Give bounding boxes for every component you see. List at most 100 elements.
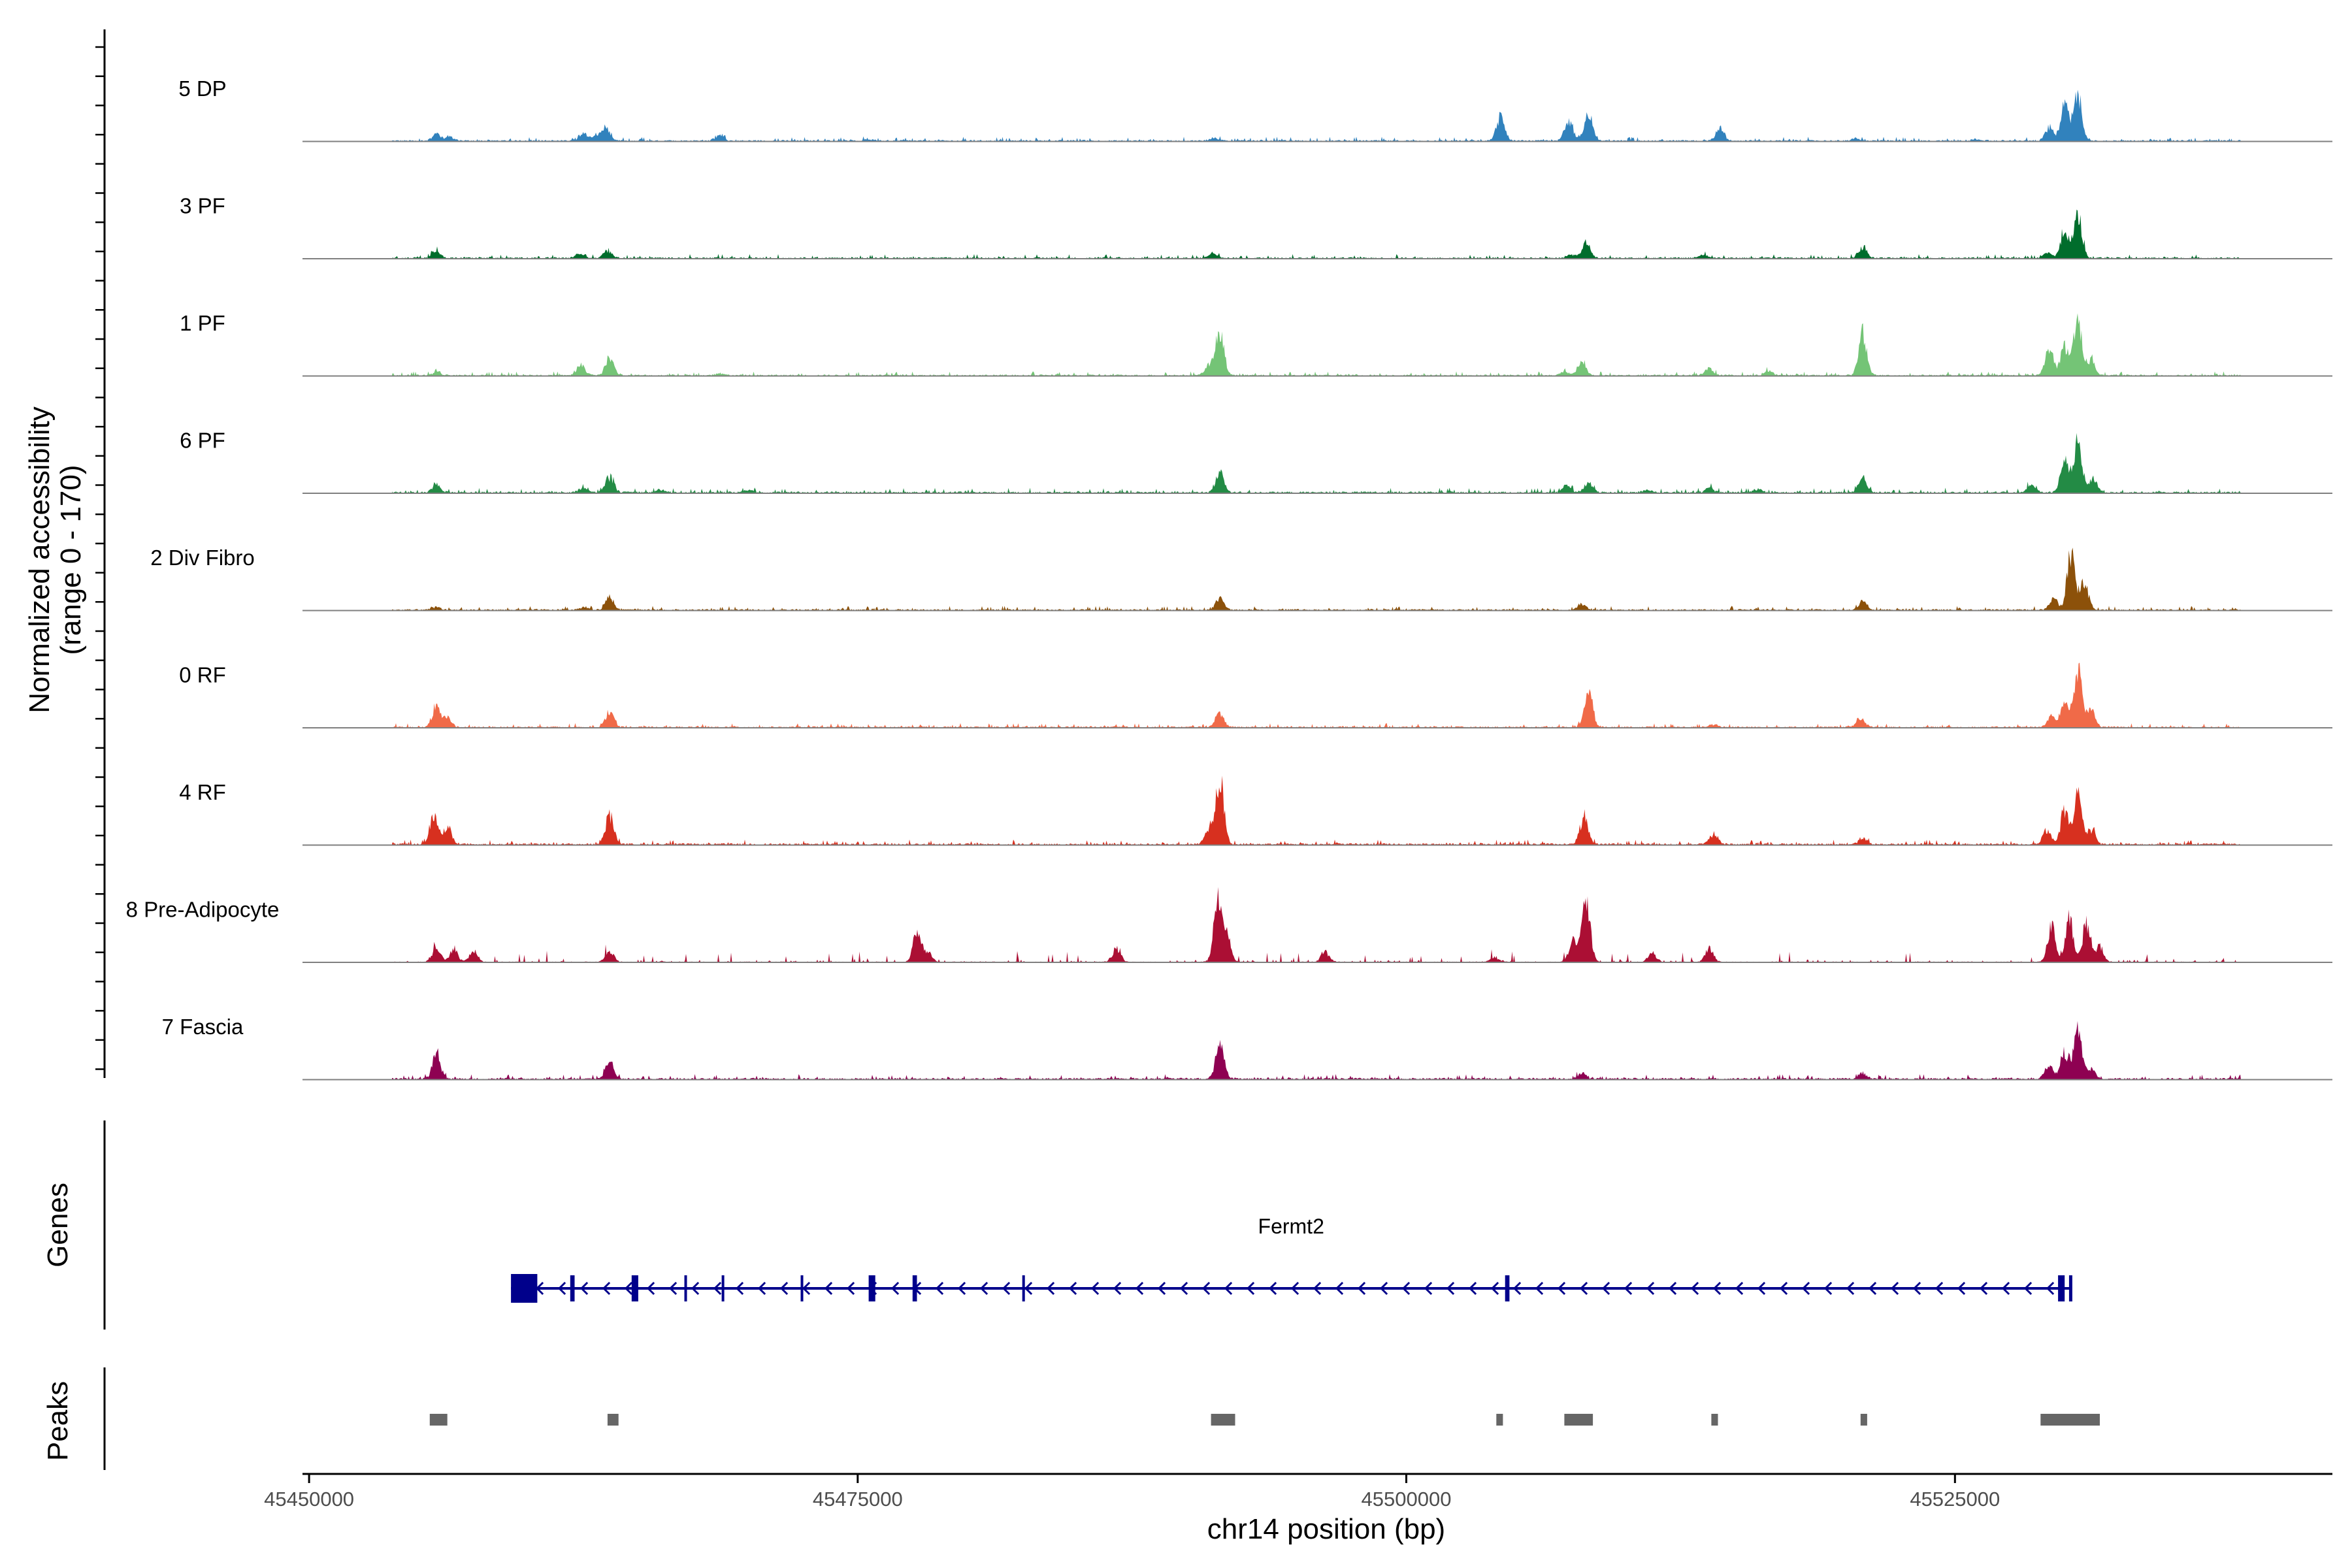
strand-arrow [668,1281,678,1296]
strand-arrow [713,1281,722,1296]
strand-arrow [1090,1281,1100,1296]
strand-arrow [1268,1281,1277,1296]
strand-arrow [1046,1281,1055,1296]
x-tick-label: 45500000 [1362,1488,1452,1511]
peak-region [607,1414,619,1426]
strand-arrow [1179,1281,1188,1296]
strand-arrow [1846,1281,1855,1296]
strand-arrow [1624,1281,1633,1296]
strand-arrow [624,1281,633,1296]
strand-arrow [1246,1281,1255,1296]
strand-arrow [1512,1281,1522,1296]
peaks-panel-title: Peaks [42,1381,74,1461]
gene-name: Fermt2 [1258,1215,1324,1238]
peak-region [2040,1414,2100,1426]
strand-arrow [1224,1281,1233,1296]
strand-arrow [1157,1281,1166,1296]
strand-arrow [1490,1281,1499,1296]
coverage-area [392,313,2241,376]
strand-arrow [1557,1281,1566,1296]
track-label: 5 DP [178,76,226,101]
gene-panel: Genes Fermt2 [42,1120,2072,1330]
x-tick-label: 45475000 [813,1488,903,1511]
gene-exon [2068,1275,2072,1301]
peak-region [1496,1414,1503,1426]
strand-arrow [1823,1281,1833,1296]
strand-arrow [1890,1281,1899,1296]
strand-arrow [890,1281,900,1296]
strand-arrow [1335,1281,1344,1296]
strand-arrow [691,1281,700,1296]
strand-arrow [1446,1281,1455,1296]
x-tick-label: 45450000 [264,1488,354,1511]
y-axis [95,29,106,1078]
strand-arrow [1735,1281,1744,1296]
y-axis-title: Normalized accessibility [24,406,56,713]
strand-arrow [779,1281,789,1296]
strand-arrow [1357,1281,1366,1296]
coverage-area [392,547,2241,611]
strand-arrow [735,1281,744,1296]
strand-arrow [1290,1281,1299,1296]
strand-arrow [1801,1281,1810,1296]
y-axis-range: (range 0 - 170) [55,465,87,655]
peak-region [1860,1414,1867,1426]
strand-arrow [1201,1281,1211,1296]
track-2: 1 PF [180,311,2332,377]
gene-exon [1505,1275,1510,1301]
strand-arrow [1024,1281,1033,1296]
coverage-area [392,90,2241,142]
gene-exon [868,1275,875,1301]
strand-arrow [1468,1281,1477,1296]
strand-arrow [1068,1281,1077,1296]
strand-arrow [1002,1281,1011,1296]
strand-arrow [602,1281,611,1296]
strand-arrow [557,1281,566,1296]
strand-arrow [1379,1281,1388,1296]
gene-exon [912,1275,917,1301]
track-label: 4 RF [179,780,226,804]
strand-arrow [2023,1281,2033,1296]
strand-arrow [1313,1281,1322,1296]
strand-arrow [1401,1281,1411,1296]
gene-exon [1022,1275,1025,1301]
x-tick-label: 45525000 [1910,1488,2000,1511]
strand-arrow [580,1281,589,1296]
strand-arrow [1135,1281,1144,1296]
strand-arrow [757,1281,766,1296]
track-1: 3 PF [180,194,2332,259]
track-7: 8 Pre-Adipocyte [126,887,2332,963]
coverage-area [392,209,2241,259]
gene-exon [800,1275,804,1301]
track-label: 8 Pre-Adipocyte [126,898,280,922]
gene-exon [570,1275,575,1301]
coverage-tracks: 5 DP 3 PF 1 PF 6 PF 2 Div Fibro 0 RF 4 RF 8 Pre… [126,76,2332,1081]
strand-arrow [1868,1281,1877,1296]
strand-arrow [1690,1281,1699,1296]
track-label: 1 PF [180,311,225,335]
strand-arrow [1979,1281,1988,1296]
track-4: 2 Div Fibro [150,546,2332,612]
track-label: 0 RF [179,663,226,687]
track-label: 7 Fascia [162,1015,244,1039]
track-0: 5 DP [178,76,2332,142]
x-axis-title: chr14 position (bp) [1207,1513,1445,1545]
strand-arrow [646,1281,655,1296]
coverage-area [392,662,2241,728]
coverage-area [392,1021,2241,1080]
peak-region [1711,1414,1718,1426]
coverage-area [392,433,2241,493]
coverage-area [392,887,2241,962]
strand-arrow [1779,1281,1788,1296]
strand-arrow [2046,1281,2055,1296]
strand-arrow [1757,1281,1766,1296]
gene-exon [511,1274,538,1303]
strand-arrow [1957,1281,1966,1296]
strand-arrow [1668,1281,1677,1296]
genes-panel-title: Genes [42,1183,74,1267]
peak-panel: Peaks [42,1367,2100,1470]
track-5: 0 RF [179,662,2332,728]
peak-region [1211,1414,1235,1426]
track-label: 2 Div Fibro [150,546,255,570]
track-3: 6 PF [180,429,2332,494]
